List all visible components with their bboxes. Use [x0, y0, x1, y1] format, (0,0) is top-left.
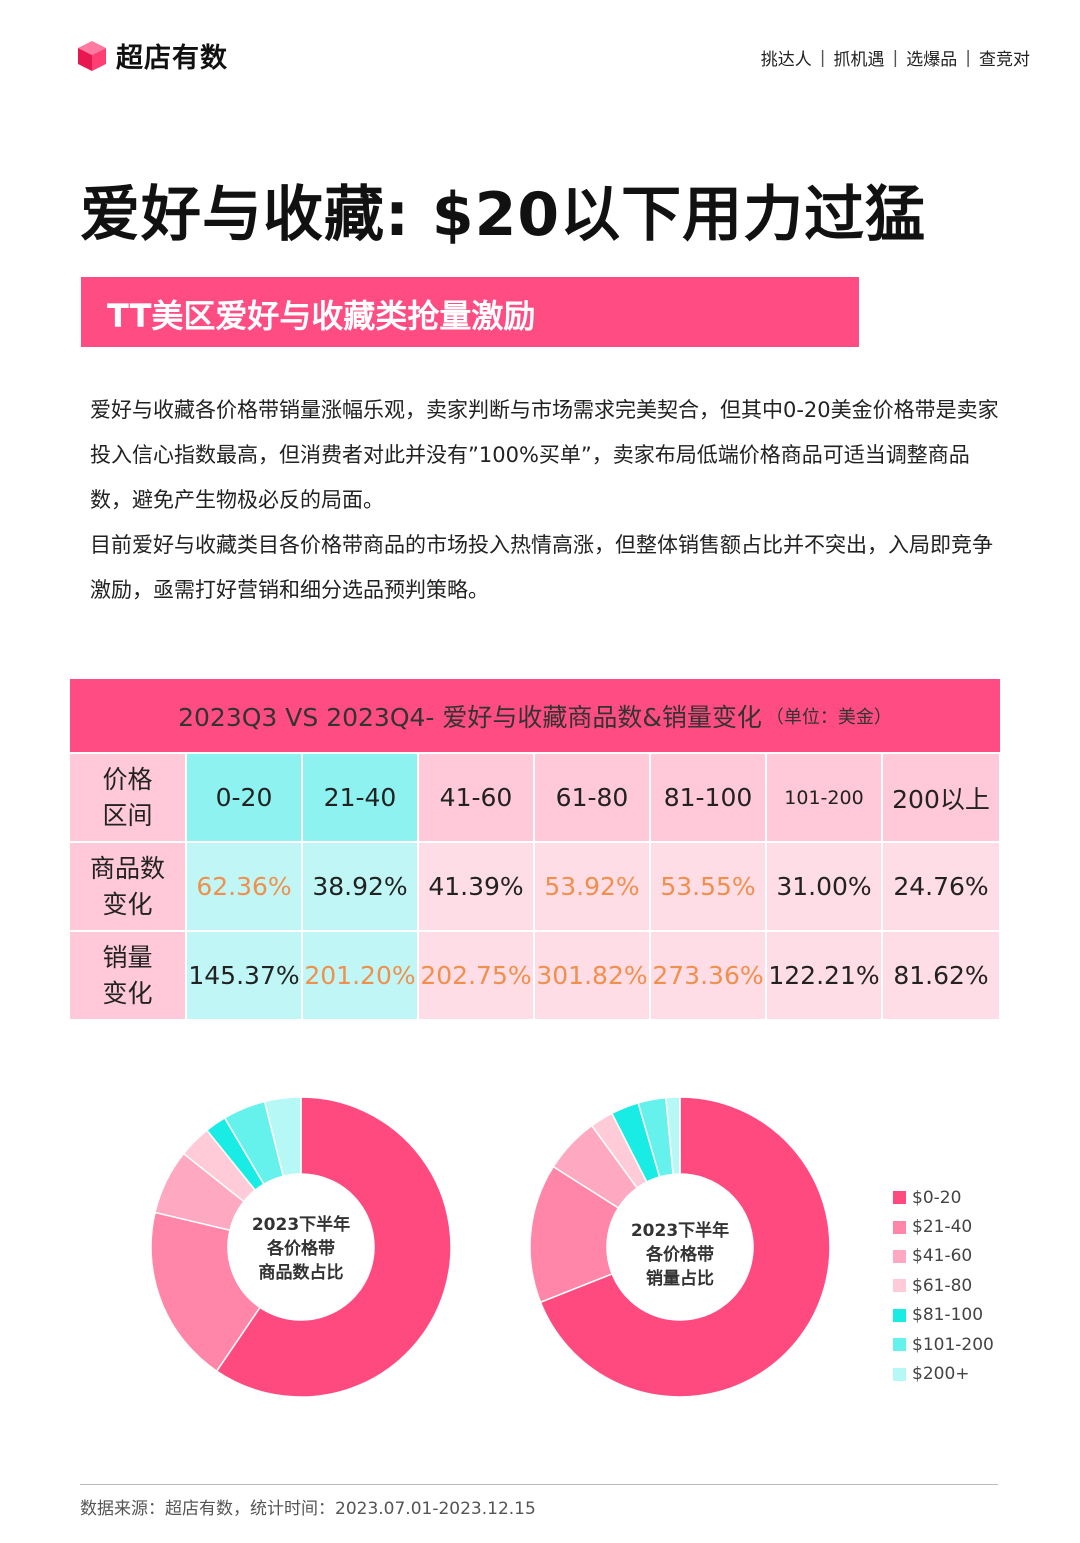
table-cell: 53.55% [651, 843, 765, 930]
footer-divider [80, 1484, 998, 1485]
donut-center-label-line: 2023下半年 [631, 1220, 729, 1241]
table-cell: 202.75% [419, 932, 533, 1019]
legend-swatch [893, 1220, 906, 1234]
row-header-product-change: 商品数 变化 [70, 843, 185, 930]
paragraph: 目前爱好与收藏类目各价格带商品的市场投入热情高涨，但整体销售额占比并不突出，入局… [90, 533, 993, 602]
row-header-price-range: 价格 区间 [70, 754, 185, 841]
legend-item: $41-60 [893, 1242, 994, 1271]
column-header-41-60: 41-60 [419, 754, 533, 841]
donut-chart-product-share: 2023下半年 各价格带 商品数占比 [150, 1096, 452, 1398]
donut-slice-200+ [665, 1096, 681, 1176]
body-text: 爱好与收藏各价格带销量涨幅乐观，卖家判断与市场需求完美契合，但其中0-20美金价… [90, 388, 1005, 613]
table-row-price-range: 价格 区间 0-20 21-40 41-60 61-80 81-100 101-2… [70, 754, 1000, 841]
logo-text: 超店有数 [116, 43, 228, 74]
nav-item-talent[interactable]: 挑达人 [760, 50, 812, 70]
table-cell: 53.92% [535, 843, 649, 930]
nav-item-opportunity[interactable]: 抓机遇 [833, 50, 885, 70]
donut-slices [150, 1096, 452, 1398]
logo-icon [78, 40, 106, 71]
donut-center-label-line: 商品数占比 [259, 1262, 344, 1283]
table-cell: 41.39% [419, 843, 533, 930]
price-band-table: 2023Q3 VS 2023Q4- 爱好与收藏商品数&销量变化 （单位：美金） … [70, 679, 1000, 1019]
legend-item: $0-20 [893, 1183, 994, 1212]
legend-swatch [893, 1249, 906, 1263]
legend-swatch [893, 1367, 906, 1381]
section-banner-text: TT美区爱好与收藏类抢量激励 [107, 297, 536, 335]
donut-center-label-line: 各价格带 [266, 1238, 335, 1259]
table-title: 2023Q3 VS 2023Q4- 爱好与收藏商品数&销量变化 [178, 702, 762, 732]
donut-slice-0-20 [539, 1096, 831, 1398]
table-cell: 38.92% [303, 843, 417, 930]
donut-center-label-line: 各价格带 [645, 1244, 714, 1265]
legend-swatch [893, 1279, 906, 1293]
table-row-sales-change: 销量 变化 145.37% 201.20% 202.75% 301.82% 273… [70, 932, 1000, 1019]
legend-item: $61-80 [893, 1271, 994, 1300]
column-header-61-80: 61-80 [535, 754, 649, 841]
table-cell: 145.37% [187, 932, 301, 1019]
paragraph: 爱好与收藏各价格带销量涨幅乐观，卖家判断与市场需求完美契合，但其中0-20美金价… [90, 398, 999, 512]
table-cell: 31.00% [767, 843, 881, 930]
top-nav: 挑达人 | 抓机遇 | 选爆品 | 查竞对 [760, 45, 1030, 71]
footer-source: 数据来源：超店有数，统计时间：2023.07.01-2023.12.15 [80, 1499, 536, 1519]
page-title: 爱好与收藏: $20以下用力过猛 [80, 180, 927, 250]
nav-item-competitors[interactable]: 查竞对 [979, 50, 1030, 70]
nav-separator: | [892, 47, 899, 68]
legend-item: $81-100 [893, 1301, 994, 1330]
legend-item: $101-200 [893, 1330, 994, 1359]
donut-slice-21-40 [150, 1211, 262, 1373]
table-cell: 24.76% [883, 843, 999, 930]
legend-swatch [893, 1191, 906, 1205]
table-cell: 273.36% [651, 932, 765, 1019]
nav-separator: | [819, 47, 826, 68]
table-header: 2023Q3 VS 2023Q4- 爱好与收藏商品数&销量变化 （单位：美金） [70, 679, 1000, 752]
table-cell: 81.62% [883, 932, 999, 1019]
legend-swatch [893, 1308, 906, 1322]
table-unit: （单位：美金） [765, 706, 892, 728]
column-header-81-100: 81-100 [651, 754, 765, 841]
legend-item: $200+ [893, 1359, 994, 1388]
table-cell: 122.21% [767, 932, 881, 1019]
column-header-0-20: 0-20 [187, 754, 301, 841]
donut-chart-sales-share: 2023下半年 各价格带 销量占比 [529, 1096, 831, 1398]
table-row-product-change: 商品数 变化 62.36% 38.92% 41.39% 53.92% 53.55%… [70, 843, 1000, 930]
logo[interactable]: 超店有数 [74, 36, 228, 75]
section-banner: TT美区爱好与收藏类抢量激励 [81, 277, 859, 347]
table-cell: 301.82% [535, 932, 649, 1019]
column-header-200-plus: 200以上 [883, 754, 999, 841]
donut-center-label-line: 销量占比 [646, 1268, 714, 1289]
donut-slice-200+ [263, 1096, 302, 1178]
legend-item: $21-40 [893, 1212, 994, 1241]
donut-slices [529, 1096, 831, 1398]
column-header-101-200: 101-200 [767, 754, 881, 841]
nav-item-hot-products[interactable]: 选爆品 [906, 50, 958, 70]
donut-center-label-line: 2023下半年 [252, 1214, 350, 1235]
nav-separator: | [965, 47, 971, 68]
table-cell: 62.36% [187, 843, 301, 930]
legend-swatch [893, 1338, 906, 1352]
donut-slice-0-20 [215, 1096, 452, 1398]
chart-legend: $0-20 $21-40 $41-60 $61-80 $81-100 $101-… [893, 1183, 994, 1389]
row-header-sales-change: 销量 变化 [70, 932, 185, 1019]
column-header-21-40: 21-40 [303, 754, 417, 841]
table-cell: 201.20% [303, 932, 417, 1019]
